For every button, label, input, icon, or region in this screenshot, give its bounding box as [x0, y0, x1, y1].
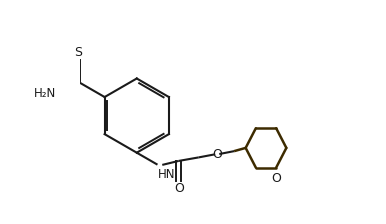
Text: HN: HN [157, 168, 175, 181]
Text: O: O [174, 183, 184, 196]
Text: O: O [213, 148, 223, 161]
Text: H₂N: H₂N [34, 87, 56, 100]
Text: O: O [272, 172, 282, 185]
Text: S: S [74, 46, 82, 59]
